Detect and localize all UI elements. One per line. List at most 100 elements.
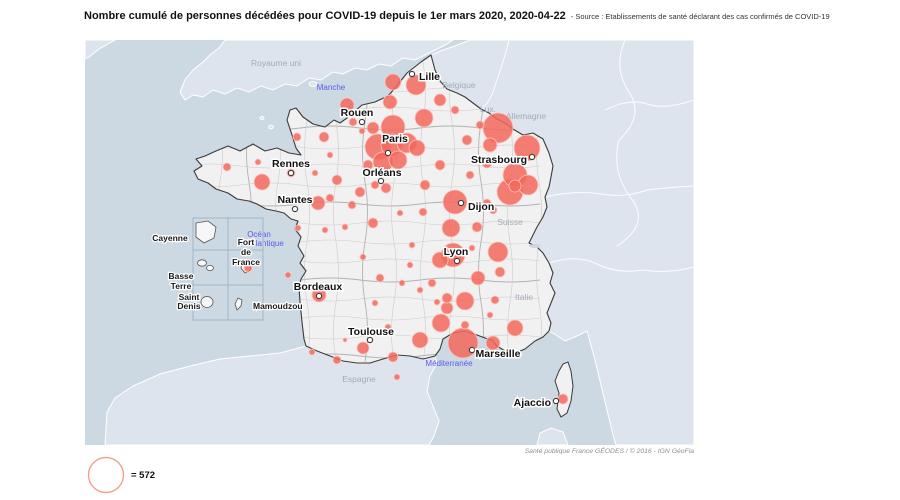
city-marker-lyon[interactable] [453,257,461,265]
department-bubble[interactable] [485,335,501,351]
city-marker-toulouse[interactable] [366,336,374,344]
department-bubble[interactable] [433,298,441,306]
department-bubble[interactable] [418,207,428,217]
department-bubble[interactable] [486,311,494,319]
department-bubble[interactable] [341,223,349,231]
department-bubble[interactable] [431,251,449,269]
city-marker-nantes[interactable] [291,205,299,213]
department-bubble[interactable] [342,337,348,343]
department-bubble[interactable] [487,241,509,263]
city-marker-lille[interactable] [408,70,416,78]
department-bubble[interactable] [396,209,404,217]
city-marker-rouen[interactable] [358,118,366,126]
department-bubble[interactable] [470,270,486,286]
department-bubble[interactable] [347,200,357,210]
city-marker-paris[interactable] [384,149,392,157]
department-bubble[interactable] [325,193,335,203]
department-bubble[interactable] [490,295,500,305]
department-bubble[interactable] [450,105,460,115]
department-bubble[interactable] [475,120,485,130]
department-bubble[interactable] [384,73,402,91]
department-bubble[interactable] [440,301,454,315]
france-mainland[interactable] [194,55,555,363]
department-bubble[interactable] [387,351,399,363]
department-bubble[interactable] [358,127,366,135]
city-marker-rennes[interactable] [287,169,295,177]
department-bubble[interactable] [308,348,316,356]
department-bubble[interactable] [416,286,424,294]
department-bubble[interactable] [222,162,232,172]
department-bubble[interactable] [427,278,437,288]
city-marker-orléans[interactable] [377,177,385,185]
department-bubble[interactable] [362,159,374,171]
department-bubble[interactable] [482,137,498,153]
corsica[interactable] [555,362,573,417]
department-bubble[interactable] [494,266,506,278]
department-bubble[interactable] [284,271,292,279]
department-bubble[interactable] [370,180,380,190]
city-marker-dijon[interactable] [457,199,465,207]
department-bubble[interactable] [460,320,470,330]
city-marker-marseille[interactable] [468,346,476,354]
department-bubble[interactable] [508,179,522,193]
department-bubble[interactable] [419,179,431,191]
department-bubble[interactable] [388,150,408,170]
department-bubble[interactable] [481,157,493,169]
city-marker-ajaccio[interactable] [552,397,560,405]
department-bubble[interactable] [482,198,492,208]
department-bubble[interactable] [465,170,475,180]
department-bubble[interactable] [411,331,429,349]
department-bubble[interactable] [331,174,343,186]
department-bubble[interactable] [405,74,427,96]
city-marker-bordeaux[interactable] [315,292,323,300]
department-bubble[interactable] [310,195,326,211]
department-bubble[interactable] [294,224,302,232]
department-bubble[interactable] [382,94,398,110]
department-bubble[interactable] [292,132,302,142]
department-bubble[interactable] [366,121,380,135]
department-bubble[interactable] [375,273,385,283]
department-bubble[interactable] [433,93,447,107]
department-bubble[interactable] [441,218,461,238]
department-bubble[interactable] [339,97,355,113]
department-bubble[interactable] [455,291,475,311]
department-bubble[interactable] [354,186,366,198]
department-bubble[interactable] [371,299,379,307]
department-bubble[interactable] [318,131,330,143]
overseas-label: Cayenne [152,233,188,243]
department-bubble[interactable] [406,261,414,269]
department-bubble[interactable] [468,244,476,252]
department-bubble[interactable] [408,241,416,249]
department-bubble[interactable] [393,373,401,381]
department-bubble[interactable] [254,158,262,166]
department-bubble[interactable] [408,139,426,157]
department-bubble[interactable] [414,108,434,128]
department-bubble[interactable] [471,221,483,233]
department-bubble[interactable] [332,355,342,365]
department-bubble[interactable] [311,169,319,177]
city-marker-strasbourg[interactable] [528,153,536,161]
department-bubble[interactable] [348,117,358,127]
department-bubble[interactable] [356,341,370,355]
department-bubble[interactable] [384,323,392,331]
department-bubble[interactable] [243,263,253,273]
department-bubble[interactable] [434,159,446,171]
department-bubble[interactable] [557,393,569,405]
city-label-dijon: Dijon [468,201,494,213]
department-bubble[interactable] [447,327,479,359]
department-bubble[interactable] [367,217,379,229]
department-bubble[interactable] [506,319,524,337]
department-bubble[interactable] [359,253,367,261]
department-bubble[interactable] [253,173,271,191]
department-bubble[interactable] [461,134,473,146]
department-bubble[interactable] [442,189,468,215]
department-bubble[interactable] [326,151,334,159]
department-bubble[interactable] [398,279,406,287]
department-bubble[interactable] [321,226,329,234]
department-bubble[interactable] [431,313,451,333]
department-bubble[interactable] [380,182,392,194]
department-bubble[interactable] [488,205,498,215]
lake-geneva [529,244,541,248]
department-bubble[interactable] [441,292,453,304]
